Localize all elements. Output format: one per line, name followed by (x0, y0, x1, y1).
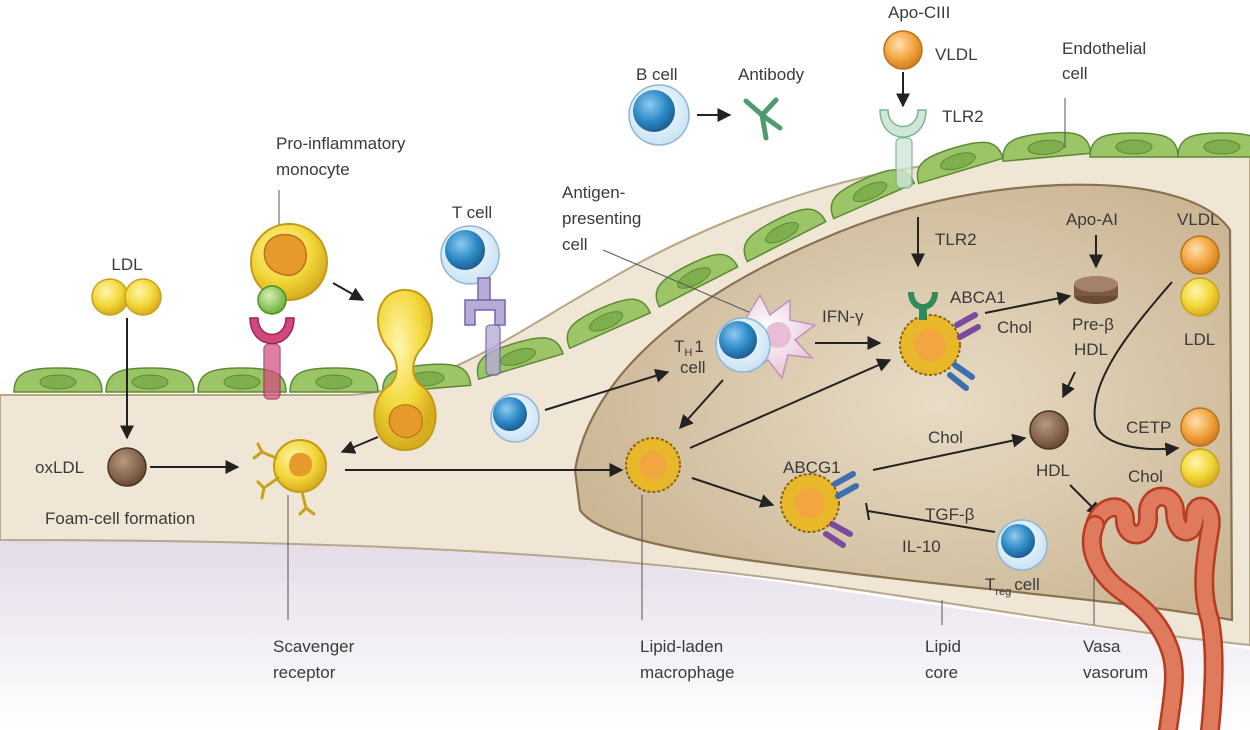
arrow-macrophage-to-foam-top (689, 358, 892, 449)
label-scavenger-2: receptor (273, 663, 336, 682)
chol-right-particle (1180, 448, 1220, 488)
label-antibody: Antibody (738, 65, 805, 84)
label-tlr2-mid: TLR2 (935, 230, 977, 249)
label-lipid-laden-2: macrophage (640, 663, 735, 682)
arrow-abcg1-to-hdl (872, 433, 1027, 471)
endothelial-cell (743, 208, 827, 263)
pink-receptor (249, 317, 295, 400)
label-il10: IL-10 (902, 537, 941, 556)
label-foam-cell-formation: Foam-cell formation (45, 509, 195, 528)
label-t-cell: T cell (452, 203, 492, 222)
label-endothelial-2: cell (1062, 64, 1088, 83)
label-tgf: TGF-β (925, 505, 975, 524)
label-apo-ciii: Apo-CIII (888, 3, 950, 22)
label-tlr2-top: TLR2 (942, 107, 984, 126)
oxldl-particle (107, 447, 147, 487)
label-abcg1: ABCG1 (783, 458, 841, 477)
scavenger-cell (252, 439, 327, 516)
t-cell (440, 225, 506, 376)
label-vldl-right: VLDL (1177, 210, 1220, 229)
tlr2-receptor-top (879, 109, 927, 189)
arrow-th1-to-macrophage (679, 379, 724, 430)
endothelial-cell (916, 141, 1004, 185)
treg-cell (996, 519, 1048, 571)
label-vasa-1: Vasa (1083, 637, 1121, 656)
label-lipid-core-2: core (925, 663, 958, 682)
endothelial-cell (566, 298, 652, 350)
th1-cell (715, 317, 771, 373)
label-th1: TH 1 (674, 337, 704, 359)
monocyte (250, 223, 328, 315)
transmigrating-monocyte (373, 288, 437, 452)
foam-cell-abcg1 (780, 471, 859, 548)
endothelial-cell (1177, 132, 1250, 158)
label-lipid-laden-1: Lipid-laden (640, 637, 723, 656)
label-endothelial-1: Endothelial (1062, 39, 1146, 58)
ldl-particles (91, 278, 162, 316)
inhibit-bar (865, 502, 870, 521)
label-monocyte-1: Pro-inflammatory (276, 134, 406, 153)
label-apc-2: presenting (562, 209, 641, 228)
endothelial-cell (1089, 132, 1179, 158)
label-ldl-right: LDL (1184, 330, 1215, 349)
foam-cell-abca1 (899, 292, 981, 391)
t-cell-inner (490, 393, 540, 443)
label-chol-3: Chol (1128, 467, 1163, 486)
arrow-monocyte-transform (332, 282, 365, 301)
label-ldl: LDL (111, 255, 142, 274)
endothelial-cell (13, 367, 103, 393)
label-monocyte-2: monocyte (276, 160, 350, 179)
label-pre-beta: Pre-β (1072, 315, 1114, 334)
arrow-monocyte-to-scavenger (340, 436, 379, 454)
label-cetp: CETP (1126, 418, 1171, 437)
label-ifn: IFN-γ (822, 307, 864, 326)
arrows (120, 72, 1180, 533)
label-oxldl: oxLDL (35, 458, 84, 477)
label-scavenger-1: Scavenger (273, 637, 355, 656)
pre-beta-hdl-disc (1074, 276, 1118, 304)
ldl-right-particle (1180, 277, 1220, 317)
vldl-top-particle (883, 30, 923, 70)
label-hdl-pre: HDL (1074, 340, 1108, 359)
endothelial-cell (289, 367, 379, 393)
label-apc-1: Antigen- (562, 183, 625, 202)
endothelial-cell (1002, 131, 1092, 163)
cetp-particle (1180, 407, 1220, 447)
label-lipid-core-1: Lipid (925, 637, 961, 656)
endothelial-cell (105, 367, 195, 393)
label-apc-3: cell (562, 235, 588, 254)
b-cell (628, 84, 690, 146)
hdl-particle (1029, 410, 1069, 450)
vasa-vasorum (1081, 486, 1224, 730)
label-treg: Treg cell (985, 575, 1040, 598)
label-chol-1: Chol (997, 318, 1032, 337)
arrow-vldl-curve (1093, 281, 1180, 457)
label-chol-2: Chol (928, 428, 963, 447)
arrow-abca1-to-prebeta (984, 291, 1072, 314)
label-vasa-2: vasorum (1083, 663, 1148, 682)
media-layer (0, 535, 1250, 730)
arrow-macrophage-to-foam-bottom (691, 477, 775, 508)
arrow-prebeta-to-hdl (1062, 371, 1076, 399)
vldl-right-particle (1180, 235, 1220, 275)
arrow-tcell-to-th1 (544, 369, 670, 411)
label-apo-ai: Apo-AI (1066, 210, 1118, 229)
endothelial-cell (655, 253, 739, 308)
label-abca1: ABCA1 (950, 288, 1006, 307)
lipid-laden-macrophage (625, 437, 681, 493)
labels: LDL oxLDL Foam-cell formation Scavenger … (35, 3, 1220, 682)
label-hdl: HDL (1036, 461, 1070, 480)
inhibit-treg (867, 510, 996, 533)
label-vldl-top: VLDL (935, 45, 978, 64)
label-b-cell: B cell (636, 65, 678, 84)
antibody (743, 97, 783, 141)
label-th1-cell: cell (680, 358, 706, 377)
